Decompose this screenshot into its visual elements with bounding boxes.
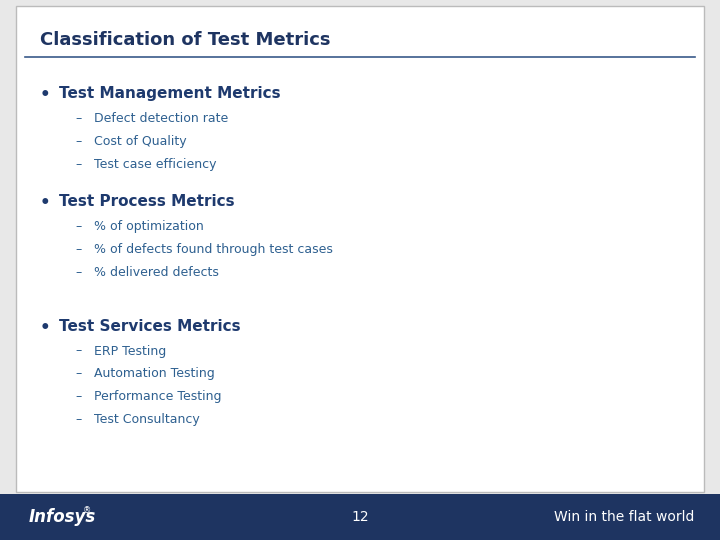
Text: •: • bbox=[40, 86, 50, 104]
Text: 12: 12 bbox=[351, 510, 369, 524]
Text: Automation Testing: Automation Testing bbox=[94, 367, 215, 380]
Text: –: – bbox=[76, 413, 82, 426]
Text: –: – bbox=[76, 390, 82, 403]
Text: Defect detection rate: Defect detection rate bbox=[94, 112, 228, 125]
Text: % of defects found through test cases: % of defects found through test cases bbox=[94, 243, 333, 256]
Text: Test Process Metrics: Test Process Metrics bbox=[59, 194, 235, 210]
Text: –: – bbox=[76, 367, 82, 380]
Text: ERP Testing: ERP Testing bbox=[94, 345, 166, 357]
Text: ®: ® bbox=[83, 506, 91, 515]
FancyBboxPatch shape bbox=[0, 494, 720, 540]
Text: –: – bbox=[76, 135, 82, 148]
Text: –: – bbox=[76, 112, 82, 125]
Text: % of optimization: % of optimization bbox=[94, 220, 203, 233]
Text: •: • bbox=[40, 194, 50, 212]
Text: Infosys: Infosys bbox=[29, 508, 96, 526]
Text: –: – bbox=[76, 243, 82, 256]
Text: Win in the flat world: Win in the flat world bbox=[554, 510, 695, 524]
Text: •: • bbox=[40, 319, 50, 336]
Text: Test Services Metrics: Test Services Metrics bbox=[59, 319, 240, 334]
Text: Classification of Test Metrics: Classification of Test Metrics bbox=[40, 31, 330, 49]
Text: Cost of Quality: Cost of Quality bbox=[94, 135, 186, 148]
Text: Test Consultancy: Test Consultancy bbox=[94, 413, 199, 426]
Text: Test Management Metrics: Test Management Metrics bbox=[59, 86, 281, 102]
Text: –: – bbox=[76, 158, 82, 171]
Text: –: – bbox=[76, 266, 82, 279]
Text: –: – bbox=[76, 220, 82, 233]
Text: –: – bbox=[76, 345, 82, 357]
Text: % delivered defects: % delivered defects bbox=[94, 266, 218, 279]
Text: Test case efficiency: Test case efficiency bbox=[94, 158, 216, 171]
FancyBboxPatch shape bbox=[16, 6, 704, 492]
Text: Performance Testing: Performance Testing bbox=[94, 390, 221, 403]
